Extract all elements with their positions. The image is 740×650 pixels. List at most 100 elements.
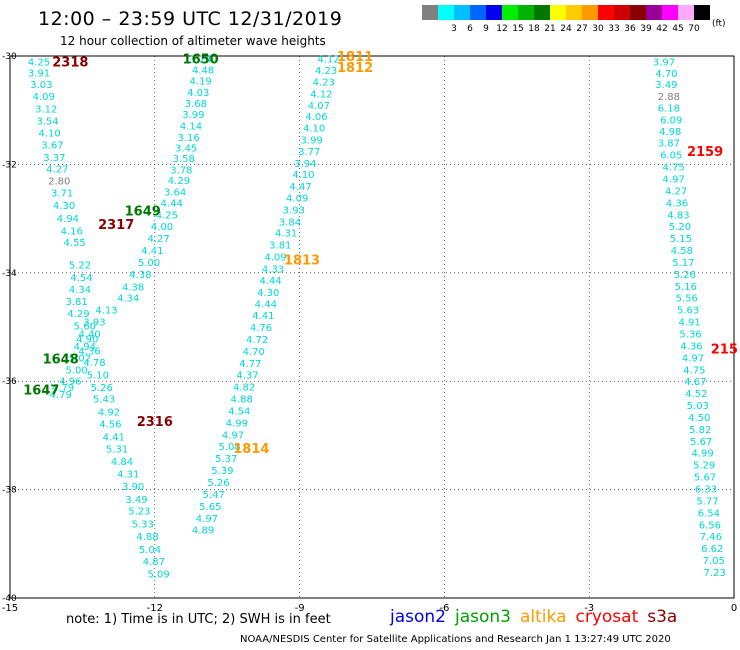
wave-height-value: 3.87 (658, 139, 680, 150)
scale-swatch (454, 5, 470, 20)
track-time-label: 2159 (687, 145, 723, 160)
credit-line: NOAA/NESDIS Center for Satellite Applica… (240, 634, 671, 645)
wave-height-value: 4.09 (33, 92, 55, 103)
scale-swatch (438, 5, 454, 20)
wave-height-value: 3.99 (182, 110, 204, 121)
wave-height-value: 4.94 (74, 342, 96, 353)
scale-label: 42 (656, 24, 668, 34)
lon-tick-label: -3 (584, 603, 594, 614)
wave-height-value: 4.41 (252, 311, 274, 322)
track-time-label: 1811 (337, 50, 373, 65)
track-time-label: 215 (711, 343, 738, 358)
wave-height-value: 7.05 (703, 556, 725, 567)
wave-height-value: 4.75 (683, 365, 705, 376)
wave-height-value: 4.83 (667, 210, 689, 221)
wave-height-value: 5.02 (69, 353, 91, 364)
wave-height-value: 4.31 (117, 469, 139, 480)
wave-height-value: 4.30 (53, 201, 75, 212)
wave-height-value: 4.31 (275, 229, 297, 240)
wave-height-value: 4.75 (663, 163, 685, 174)
wave-height-value: 4.29 (168, 176, 190, 187)
legend-jason2: jason2 (390, 607, 446, 627)
wave-height-value: 3.81 (65, 297, 87, 308)
scale-label: 9 (483, 24, 489, 34)
wave-height-value: 4.87 (143, 557, 165, 568)
wave-height-value: 6.18 (658, 103, 680, 114)
lon-tick-label: -9 (295, 603, 305, 614)
wave-height-value: 4.23 (315, 66, 337, 77)
wave-height-value: 5.63 (677, 306, 699, 317)
wave-height-value: 4.34 (69, 285, 91, 296)
wave-height-value: 4.67 (684, 377, 706, 388)
lat-tick-label: -34 (2, 269, 17, 279)
wave-height-value: 5.67 (690, 437, 712, 448)
wave-height-value: 3.03 (30, 80, 52, 91)
wave-height-value: 4.40 (79, 330, 101, 341)
wave-height-value: 4.55 (64, 238, 86, 249)
wave-height-value: 2.80 (48, 177, 70, 188)
wave-height-value: 4.94 (57, 214, 79, 225)
wave-height-value: 5.17 (672, 258, 694, 269)
wave-height-value: 3.94 (294, 159, 316, 170)
wave-height-value: 4.47 (289, 182, 311, 193)
scale-label: 24 (560, 24, 572, 34)
scale-label: 33 (608, 24, 620, 34)
wave-height-value: 3.58 (173, 154, 195, 165)
scale-label: 45 (672, 24, 684, 34)
wave-height-value: 3.37 (43, 153, 65, 164)
wave-height-value: 4.82 (233, 383, 255, 394)
wave-height-value: 5.00 (138, 258, 160, 269)
wave-height-value: 5.04 (139, 545, 161, 556)
wave-height-value: 4.50 (688, 413, 710, 424)
wave-height-value: 4.38 (122, 282, 144, 293)
wave-height-value: 5.16 (675, 282, 697, 293)
wave-height-value: 4.41 (103, 432, 125, 443)
wave-height-value: 3.16 (177, 133, 199, 144)
wave-height-value: 4.27 (46, 165, 68, 176)
wave-height-value: 5.29 (693, 461, 715, 472)
wave-height-value: 3.90 (122, 482, 144, 493)
satellite-legend: jason2 jason3 altika cryosat s3a (390, 607, 686, 627)
lon-tick-label: 0 (731, 603, 737, 614)
wave-height-value: 4.16 (61, 227, 83, 238)
wave-height-value: 4.48 (192, 66, 214, 77)
wave-height-value: 6.56 (699, 520, 721, 531)
wave-height-value: 5.77 (696, 496, 718, 507)
scale-label: 21 (544, 24, 556, 34)
wave-height-value: 5.31 (106, 444, 128, 455)
track-time-label: 1648 (43, 352, 79, 367)
track-time-label: 2316 (137, 415, 173, 430)
wave-height-value: 6.33 (695, 485, 717, 496)
track-time-label: 1647 (23, 383, 59, 398)
wave-height-value: 4.14 (180, 121, 202, 132)
wave-height-value: 5.65 (199, 502, 221, 513)
wave-height-value: 3.97 (653, 57, 675, 68)
wave-height-value: 4.98 (659, 127, 681, 138)
scale-swatch (678, 5, 694, 20)
wave-height-value: 3.77 (298, 147, 320, 158)
wave-height-value: 5.15 (670, 234, 692, 245)
wave-height-value: 7.46 (700, 532, 722, 543)
wave-height-value: 4.07 (308, 101, 330, 112)
wave-height-value: 3.81 (269, 241, 291, 252)
wave-height-value: 4.52 (685, 389, 707, 400)
wave-height-value: 5.56 (676, 294, 698, 305)
wave-height-value: 3.49 (125, 495, 147, 506)
wave-height-value: 5.22 (69, 261, 91, 272)
track-time-label: 1813 (284, 253, 320, 268)
wave-height-value: 4.96 (59, 377, 81, 388)
wave-height-value: 4.70 (243, 347, 265, 358)
wave-height-value: 5.26 (674, 270, 696, 281)
wave-height-value: 7.23 (704, 568, 726, 579)
wave-height-value: 4.97 (663, 174, 685, 185)
wave-height-value: 4.44 (260, 276, 282, 287)
wave-height-value: 4.97 (222, 430, 244, 441)
wave-height-value: 5.00 (65, 365, 87, 376)
lat-tick-label: -38 (2, 486, 17, 496)
wave-height-value: 4.97 (196, 514, 218, 525)
wave-height-value: 4.30 (257, 288, 279, 299)
wave-height-value: 5.10 (87, 371, 109, 382)
wave-height-value: 3.12 (35, 105, 57, 116)
wave-height-value: 4.10 (38, 128, 60, 139)
wave-height-value: 4.78 (83, 358, 105, 369)
